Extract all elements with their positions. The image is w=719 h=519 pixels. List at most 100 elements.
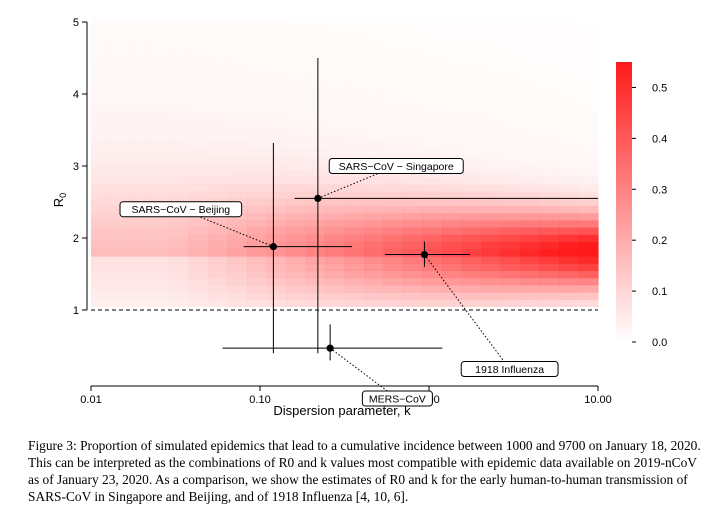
heatmap-cell xyxy=(325,241,346,250)
heatmap-cell xyxy=(169,270,190,279)
heatmap-cell xyxy=(208,292,229,300)
heatmap-cell xyxy=(422,54,443,63)
heatmap-cell xyxy=(247,162,268,171)
heatmap-cell xyxy=(559,133,580,142)
heatmap-cell xyxy=(286,133,307,142)
heatmap-cell xyxy=(130,119,151,127)
heatmap-cell xyxy=(208,68,229,77)
heatmap-cell xyxy=(578,76,599,84)
heatmap-cell xyxy=(364,61,385,70)
heatmap-cell xyxy=(91,133,112,142)
heatmap-cell xyxy=(110,47,131,55)
heatmap-cell xyxy=(110,220,131,228)
heatmap-cell xyxy=(383,54,404,63)
heatmap-cell xyxy=(344,54,365,63)
heatmap-cell xyxy=(422,299,443,307)
heatmap-cell xyxy=(266,104,287,113)
heatmap-cell xyxy=(344,83,365,91)
heatmap-cell xyxy=(227,47,248,55)
heatmap-cell xyxy=(578,32,599,41)
heatmap-cell xyxy=(110,292,131,300)
heatmap-cell xyxy=(110,227,131,235)
annotations: SARS−CoV − Singapore SARS−CoV − Beijing 19… xyxy=(119,158,559,407)
heatmap-cell xyxy=(169,162,190,171)
heatmap-cell xyxy=(461,191,482,199)
heatmap-cell xyxy=(110,133,131,142)
heatmap-cell xyxy=(403,292,424,300)
heatmap-cell xyxy=(305,40,326,48)
heatmap-cell xyxy=(169,227,190,235)
heatmap-cell xyxy=(266,162,287,171)
heatmap-cell xyxy=(188,227,209,235)
heatmap-cell xyxy=(364,68,385,77)
heatmap-cell xyxy=(266,292,287,300)
heatmap-cell xyxy=(286,212,307,221)
annotation-box xyxy=(460,361,559,378)
heatmap-cell xyxy=(481,277,502,286)
heatmap-cell xyxy=(500,68,521,77)
heatmap-cell xyxy=(383,284,404,293)
heatmap-cell xyxy=(364,76,385,84)
heatmap-cell xyxy=(325,212,346,221)
heatmap-cell xyxy=(130,270,151,279)
heatmap-cell xyxy=(169,47,190,55)
heatmap-cell xyxy=(578,112,599,120)
heatmap-cell xyxy=(422,140,443,149)
heatmap-cell xyxy=(149,299,170,307)
heatmap-cell xyxy=(442,256,463,264)
heatmap-cell xyxy=(227,270,248,279)
heatmap-cell xyxy=(383,148,404,156)
heatmap-cell xyxy=(344,112,365,120)
heatmap-cell xyxy=(227,148,248,156)
heatmap-cell xyxy=(539,68,560,77)
heatmap-cell xyxy=(305,68,326,77)
heatmap-cell xyxy=(208,119,229,127)
heatmap-cell xyxy=(208,227,229,235)
heatmap-cell xyxy=(305,284,326,293)
heatmap-cell xyxy=(500,227,521,235)
heatmap-cell xyxy=(344,148,365,156)
heatmap-cell xyxy=(188,133,209,142)
heatmap-cell xyxy=(149,162,170,171)
heatmap-cell xyxy=(305,133,326,142)
heatmap-cell xyxy=(266,284,287,293)
heatmap-cell xyxy=(403,198,424,207)
heatmap-cell xyxy=(188,140,209,149)
heatmap-cell xyxy=(539,284,560,293)
heatmap-cell xyxy=(559,76,580,84)
heatmap-cell xyxy=(383,263,404,271)
heatmap-cell xyxy=(461,119,482,127)
heatmap-cell xyxy=(344,40,365,48)
heatmap-cell xyxy=(110,126,131,135)
colorbar: 0.0 0.1 0.2 0.3 0.4 0.5 xyxy=(616,62,667,349)
heatmap-cell xyxy=(442,47,463,55)
heatmap-cell xyxy=(461,155,482,163)
heatmap-cell xyxy=(442,40,463,48)
heatmap-cell xyxy=(520,284,541,293)
heatmap-cell xyxy=(500,40,521,48)
heatmap-cell xyxy=(442,220,463,228)
heatmap-cell xyxy=(500,126,521,135)
heatmap-cell xyxy=(364,220,385,228)
heatmap-cell xyxy=(110,277,131,286)
heatmap-cell xyxy=(422,76,443,84)
heatmap-cell xyxy=(110,40,131,48)
heatmap-cell xyxy=(481,25,502,34)
heatmap-cell xyxy=(539,220,560,228)
heatmap-cell xyxy=(325,25,346,34)
heatmap-cell xyxy=(208,241,229,250)
heatmap-cell xyxy=(383,18,404,27)
heatmap-cell xyxy=(286,234,307,243)
heatmap-cell xyxy=(149,76,170,84)
heatmap-cell xyxy=(422,263,443,271)
heatmap-cell xyxy=(500,18,521,27)
heatmap-cell xyxy=(539,76,560,84)
heatmap-cell xyxy=(500,212,521,221)
heatmap-cell xyxy=(520,83,541,91)
heatmap-cell xyxy=(130,104,151,113)
annotation-label: 1918 Influenza xyxy=(475,364,544,376)
heatmap-cell xyxy=(188,54,209,63)
heatmap-cell xyxy=(149,284,170,293)
heatmap-cell xyxy=(305,191,326,199)
